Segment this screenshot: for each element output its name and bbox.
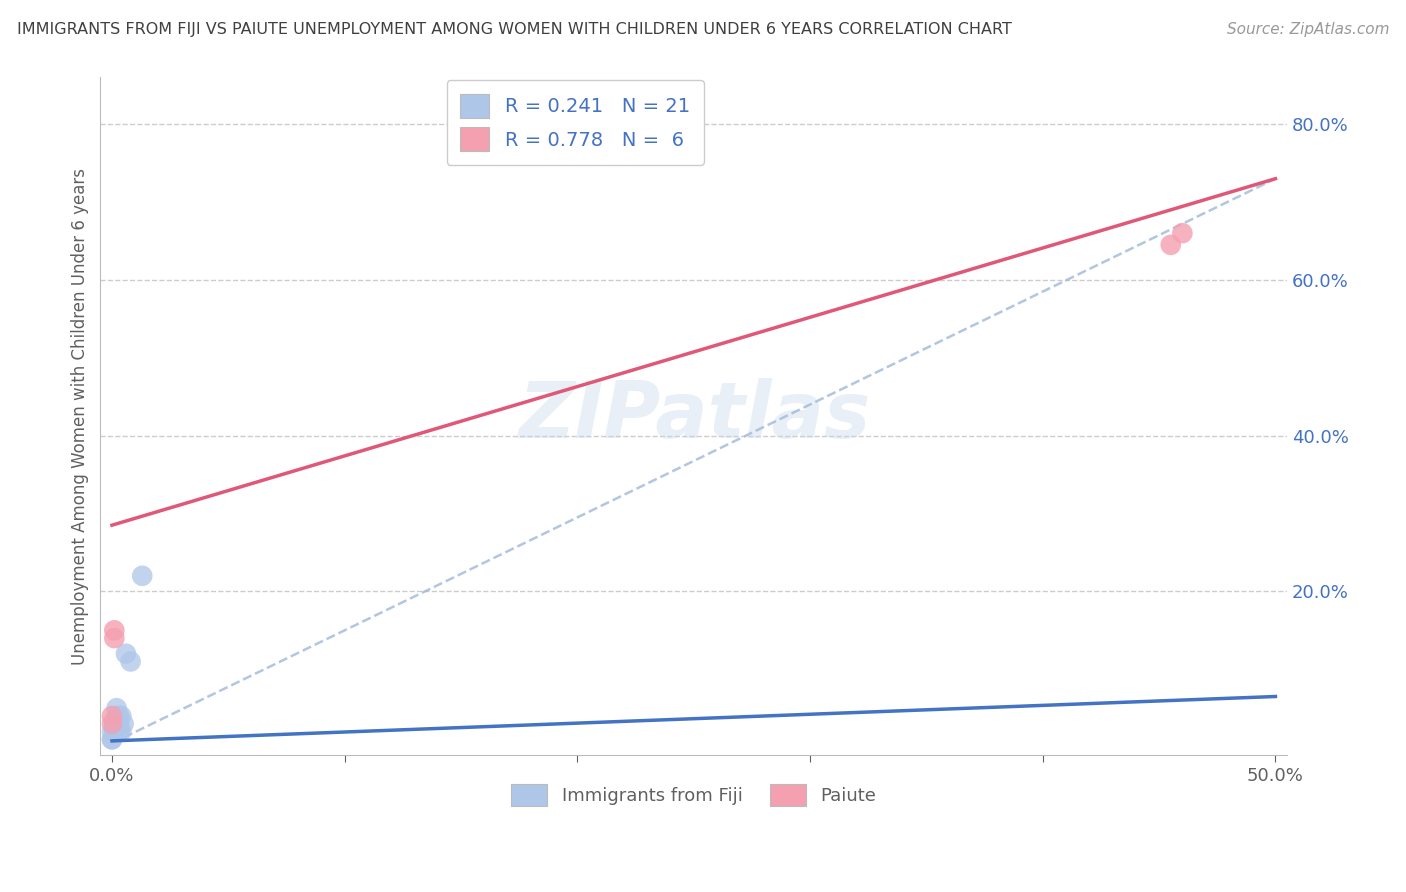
Point: [112, 716, 135, 731]
Text: ZIPatlas: ZIPatlas: [517, 378, 870, 454]
Point: [103, 624, 125, 638]
Point: [108, 716, 131, 731]
Legend: Immigrants from Fiji, Paiute: Immigrants from Fiji, Paiute: [503, 777, 883, 814]
Point: [105, 716, 128, 731]
Point: [103, 724, 125, 739]
Point: [101, 732, 124, 747]
Point: [108, 709, 131, 723]
Point: [103, 724, 125, 739]
Text: Source: ZipAtlas.com: Source: ZipAtlas.com: [1226, 22, 1389, 37]
Point: [101, 724, 124, 739]
Point: [103, 716, 125, 731]
Point: [1171, 226, 1194, 240]
Point: [103, 631, 125, 645]
Y-axis label: Unemployment Among Women with Children Under 6 years: Unemployment Among Women with Children U…: [72, 168, 89, 665]
Point: [110, 724, 132, 739]
Point: [105, 716, 128, 731]
Point: [1160, 238, 1182, 252]
Point: [101, 716, 124, 731]
Point: [115, 647, 138, 661]
Point: [101, 709, 124, 723]
Point: [101, 732, 124, 747]
Point: [103, 716, 125, 731]
Point: [105, 701, 128, 715]
Point: [108, 724, 131, 739]
Point: [103, 724, 125, 739]
Text: IMMIGRANTS FROM FIJI VS PAIUTE UNEMPLOYMENT AMONG WOMEN WITH CHILDREN UNDER 6 YE: IMMIGRANTS FROM FIJI VS PAIUTE UNEMPLOYM…: [17, 22, 1012, 37]
Point: [105, 709, 128, 723]
Point: [131, 569, 153, 583]
Point: [110, 709, 132, 723]
Point: [120, 655, 142, 669]
